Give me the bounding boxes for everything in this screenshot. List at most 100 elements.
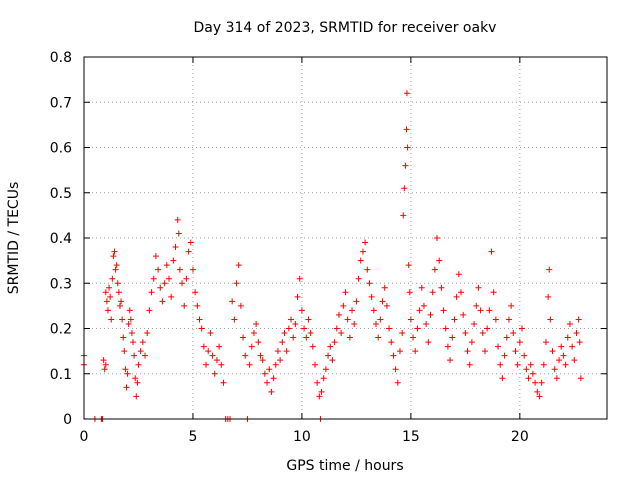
data-point	[438, 284, 445, 291]
data-point	[135, 361, 142, 368]
data-point	[386, 325, 393, 332]
data-point	[329, 357, 336, 364]
data-point	[460, 311, 467, 318]
data-point	[155, 266, 162, 273]
data-point	[242, 352, 249, 359]
data-point	[183, 275, 190, 282]
data-point	[407, 316, 414, 323]
data-point	[449, 334, 456, 341]
data-point	[553, 375, 560, 382]
data-point	[549, 348, 556, 355]
data-point	[575, 316, 582, 323]
data-point	[405, 262, 412, 269]
data-point	[499, 375, 506, 382]
data-point	[346, 334, 353, 341]
y-tick-label: 0.2	[50, 322, 72, 338]
data-points	[81, 90, 584, 422]
data-point	[477, 307, 484, 314]
data-point	[444, 343, 451, 350]
data-point	[538, 379, 545, 386]
data-point	[301, 325, 308, 332]
data-point	[170, 257, 177, 264]
data-point	[124, 370, 131, 377]
y-tick-label: 0.5	[50, 186, 72, 202]
data-point	[429, 289, 436, 296]
data-point	[259, 357, 266, 364]
data-point	[118, 298, 125, 305]
data-point	[342, 289, 349, 296]
data-point	[318, 388, 325, 395]
data-point	[100, 357, 107, 364]
data-point	[532, 379, 539, 386]
data-point	[566, 320, 573, 327]
data-point	[473, 302, 480, 309]
data-point	[134, 379, 141, 386]
data-point	[189, 266, 196, 273]
data-point	[200, 343, 207, 350]
data-point	[288, 316, 295, 323]
data-point	[562, 361, 569, 368]
data-point	[203, 361, 210, 368]
axis-ticks	[83, 56, 607, 420]
y-tick-label: 0.7	[50, 95, 72, 111]
data-point	[523, 366, 530, 373]
data-point	[490, 289, 497, 296]
data-point	[412, 348, 419, 355]
data-point	[268, 388, 275, 395]
data-point	[471, 320, 478, 327]
data-point	[168, 293, 175, 300]
data-point	[114, 280, 121, 287]
data-point	[101, 366, 108, 373]
data-point	[121, 348, 128, 355]
data-point	[335, 311, 342, 318]
data-point	[420, 302, 427, 309]
data-point	[122, 366, 129, 373]
data-point	[220, 379, 227, 386]
data-point	[205, 348, 212, 355]
data-point	[142, 352, 149, 359]
data-point	[551, 366, 558, 373]
data-point	[546, 266, 553, 273]
data-point	[401, 185, 408, 192]
data-point	[298, 307, 305, 314]
data-point	[466, 361, 473, 368]
data-point	[383, 302, 390, 309]
data-point	[248, 343, 255, 350]
data-point	[292, 320, 299, 327]
data-point	[266, 366, 273, 373]
data-point	[207, 330, 214, 337]
data-point	[495, 343, 502, 350]
y-tick-label: 0.3	[50, 276, 72, 292]
data-point	[152, 253, 159, 260]
data-point	[305, 316, 312, 323]
data-point	[172, 244, 179, 251]
data-point	[146, 307, 153, 314]
data-point	[104, 307, 111, 314]
data-point	[370, 307, 377, 314]
data-point	[250, 330, 257, 337]
data-point	[351, 320, 358, 327]
data-point	[447, 357, 454, 364]
x-tick-label: 15	[402, 429, 420, 445]
data-point	[327, 343, 334, 350]
data-point	[179, 280, 186, 287]
data-point	[231, 316, 238, 323]
data-point	[475, 284, 482, 291]
data-point	[303, 334, 310, 341]
x-tick-labels: 0 5 10 15 20	[80, 429, 529, 445]
data-point	[440, 307, 447, 314]
data-point	[240, 334, 247, 341]
data-point	[414, 325, 421, 332]
data-point	[107, 293, 114, 300]
data-point	[392, 366, 399, 373]
data-point	[314, 379, 321, 386]
data-point	[423, 320, 430, 327]
data-point	[181, 302, 188, 309]
x-axis-title: GPS time / hours	[286, 458, 403, 474]
data-point	[576, 339, 583, 346]
data-point	[569, 343, 576, 350]
data-point	[159, 298, 166, 305]
data-point	[131, 352, 138, 359]
data-point	[115, 289, 122, 296]
data-point	[453, 293, 460, 300]
